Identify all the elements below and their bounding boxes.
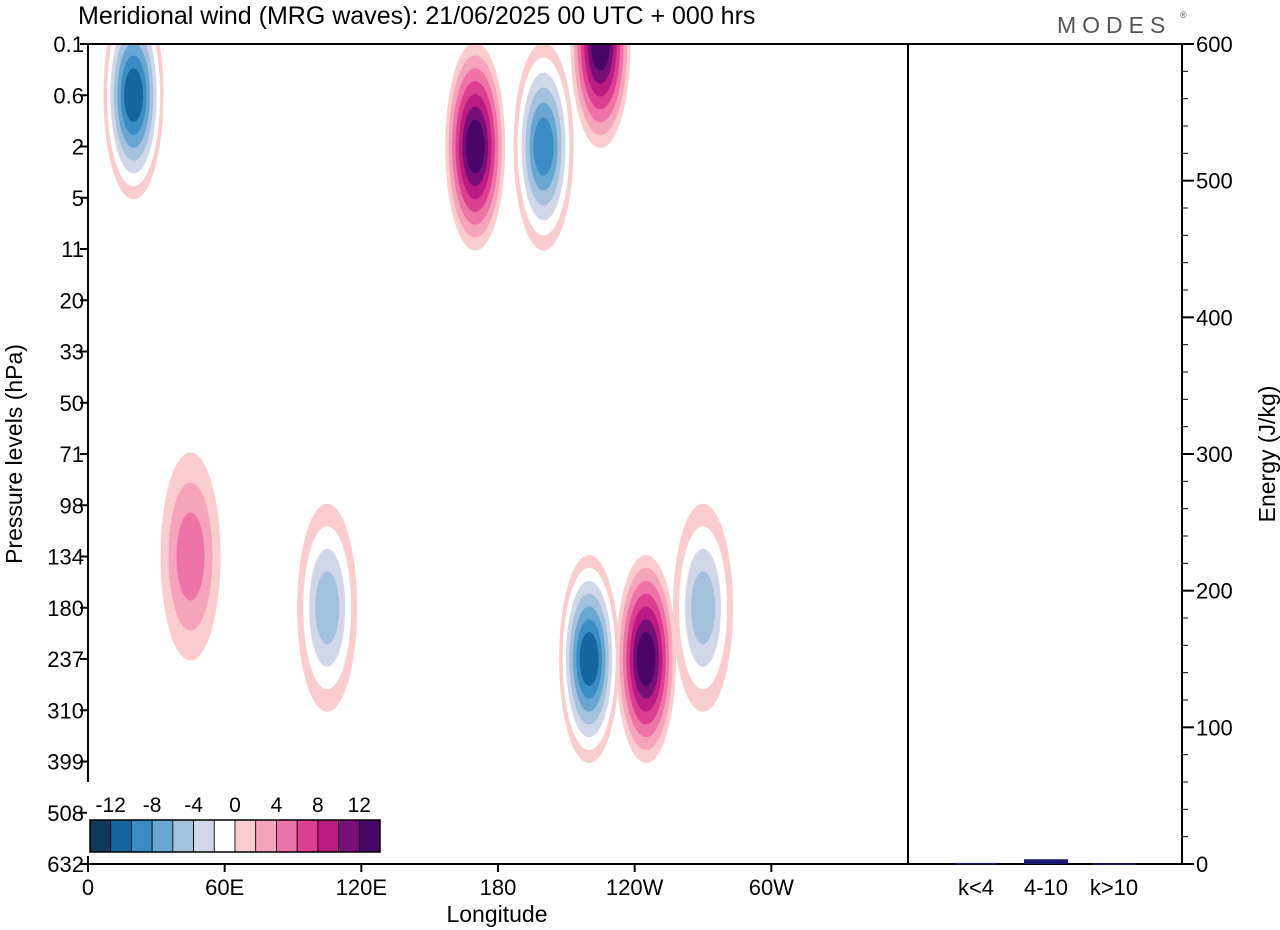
colorbar-swatch	[296, 819, 319, 853]
pressure-tick-label: 399	[47, 750, 84, 775]
heatmap-bands	[103, 44, 733, 763]
colorbar-swatch	[358, 819, 381, 853]
colorbar-tick-label: 4	[271, 794, 283, 817]
pressure-tick-label: 632	[47, 852, 84, 877]
colorbar-swatch	[172, 819, 194, 853]
longitude-tick-label: 120W	[606, 875, 664, 900]
pressure-tick-label: 508	[47, 801, 84, 826]
pressure-tick-label: 180	[47, 596, 84, 621]
wind-contour-band	[636, 632, 656, 686]
wind-contour-band	[533, 117, 554, 176]
colorbar-swatch	[151, 819, 174, 853]
energy-bars	[954, 859, 1136, 865]
colorbar-tick-label: 8	[312, 794, 324, 817]
pressure-tick-label: 237	[47, 647, 84, 672]
colorbar-swatch	[89, 819, 112, 853]
wind-contour-band	[579, 632, 599, 686]
pressure-tick-label: 33	[60, 340, 84, 365]
y-axis-label: Pressure levels (hPa)	[1, 344, 27, 564]
pressure-tick-label: 0.6	[53, 83, 84, 108]
energy-tick-label: 300	[1196, 442, 1233, 467]
pressure-tick-label: 20	[60, 288, 84, 313]
wind-contour-band	[315, 571, 340, 645]
colorbar-tick-label: 0	[229, 794, 241, 817]
x-axis-label: Longitude	[446, 901, 547, 927]
energy-tick-label: 0	[1196, 852, 1208, 877]
pressure-tick-label: 50	[60, 391, 84, 416]
colorbar-swatch	[193, 819, 215, 853]
pressure-tick-label: 0.1	[53, 32, 84, 57]
pressure-tick-label: 2	[72, 135, 84, 160]
energy-bar	[954, 862, 998, 865]
brand-logo: MODES	[1057, 12, 1171, 38]
energy-tick-label: 600	[1196, 32, 1233, 57]
longitude-axis: 0 60E 120E 180 120W 60W	[82, 864, 794, 900]
energy-tick-label: 100	[1196, 715, 1233, 740]
wind-contour-band	[124, 68, 143, 123]
colorbar-frame	[89, 819, 381, 853]
energy-bar	[1092, 863, 1136, 865]
pressure-tick-label: 134	[47, 545, 84, 570]
energy-axis: 0 100 200 300 400 500 600	[1182, 32, 1233, 877]
wind-contour-band	[176, 512, 205, 601]
wind-contour-band	[691, 571, 715, 645]
pressure-tick-label: 71	[60, 442, 84, 467]
energy-axis-label: Energy (J/kg)	[1254, 386, 1280, 523]
wind-contour-band	[465, 119, 485, 174]
pressure-tick-label: 98	[60, 493, 84, 518]
energy-panel-frame	[907, 43, 1183, 865]
longitude-tick-label: 60E	[205, 875, 244, 900]
energy-bar	[1024, 859, 1068, 864]
colorbar-tick-label: -4	[184, 794, 203, 817]
energy-tick-label: 200	[1196, 579, 1233, 604]
heatmap-field	[103, 44, 733, 763]
pressure-tick-label: 5	[72, 186, 84, 211]
wind-contour-band	[591, 44, 610, 71]
energy-category-label: k<4	[958, 875, 994, 900]
brand-registered-mark: ®	[1180, 10, 1187, 20]
energy-tick-label: 400	[1196, 305, 1233, 330]
pressure-tick-label: 310	[47, 698, 84, 723]
colorbar-tick-label: -8	[143, 794, 162, 817]
colorbar-swatch	[131, 819, 153, 853]
pressure-tick-label: 11	[61, 237, 84, 262]
colorbar-swatch	[110, 819, 132, 853]
energy-category-label: k>10	[1090, 875, 1138, 900]
colorbar-swatch	[317, 819, 339, 853]
colorbar-swatch	[338, 819, 360, 853]
colorbar-tick-label: 12	[348, 794, 371, 817]
colorbar-swatch	[234, 819, 257, 853]
colorbar-tick-label: -12	[96, 794, 126, 817]
colorbar: -12 -8 -4 0 4 8 12	[87, 782, 383, 856]
energy-category-label: 4-10	[1024, 875, 1068, 900]
energy-category-axis: k<4 4-10 k>10	[958, 875, 1138, 900]
energy-tick-label: 500	[1196, 169, 1233, 194]
chart-title: Meridional wind (MRG waves): 21/06/2025 …	[78, 2, 755, 30]
longitude-tick-label: 120E	[336, 875, 387, 900]
longitude-tick-label: 0	[82, 875, 94, 900]
longitude-tick-label: 60W	[749, 875, 794, 900]
longitude-tick-label: 180	[480, 875, 517, 900]
colorbar-swatch	[213, 819, 236, 853]
pressure-axis: 0.1 0.6 2 5 11 20 33 50 71 98 134 180 237 310 399 508 63…	[47, 32, 88, 877]
colorbar-swatch	[276, 819, 298, 853]
colorbar-swatch	[255, 819, 277, 853]
